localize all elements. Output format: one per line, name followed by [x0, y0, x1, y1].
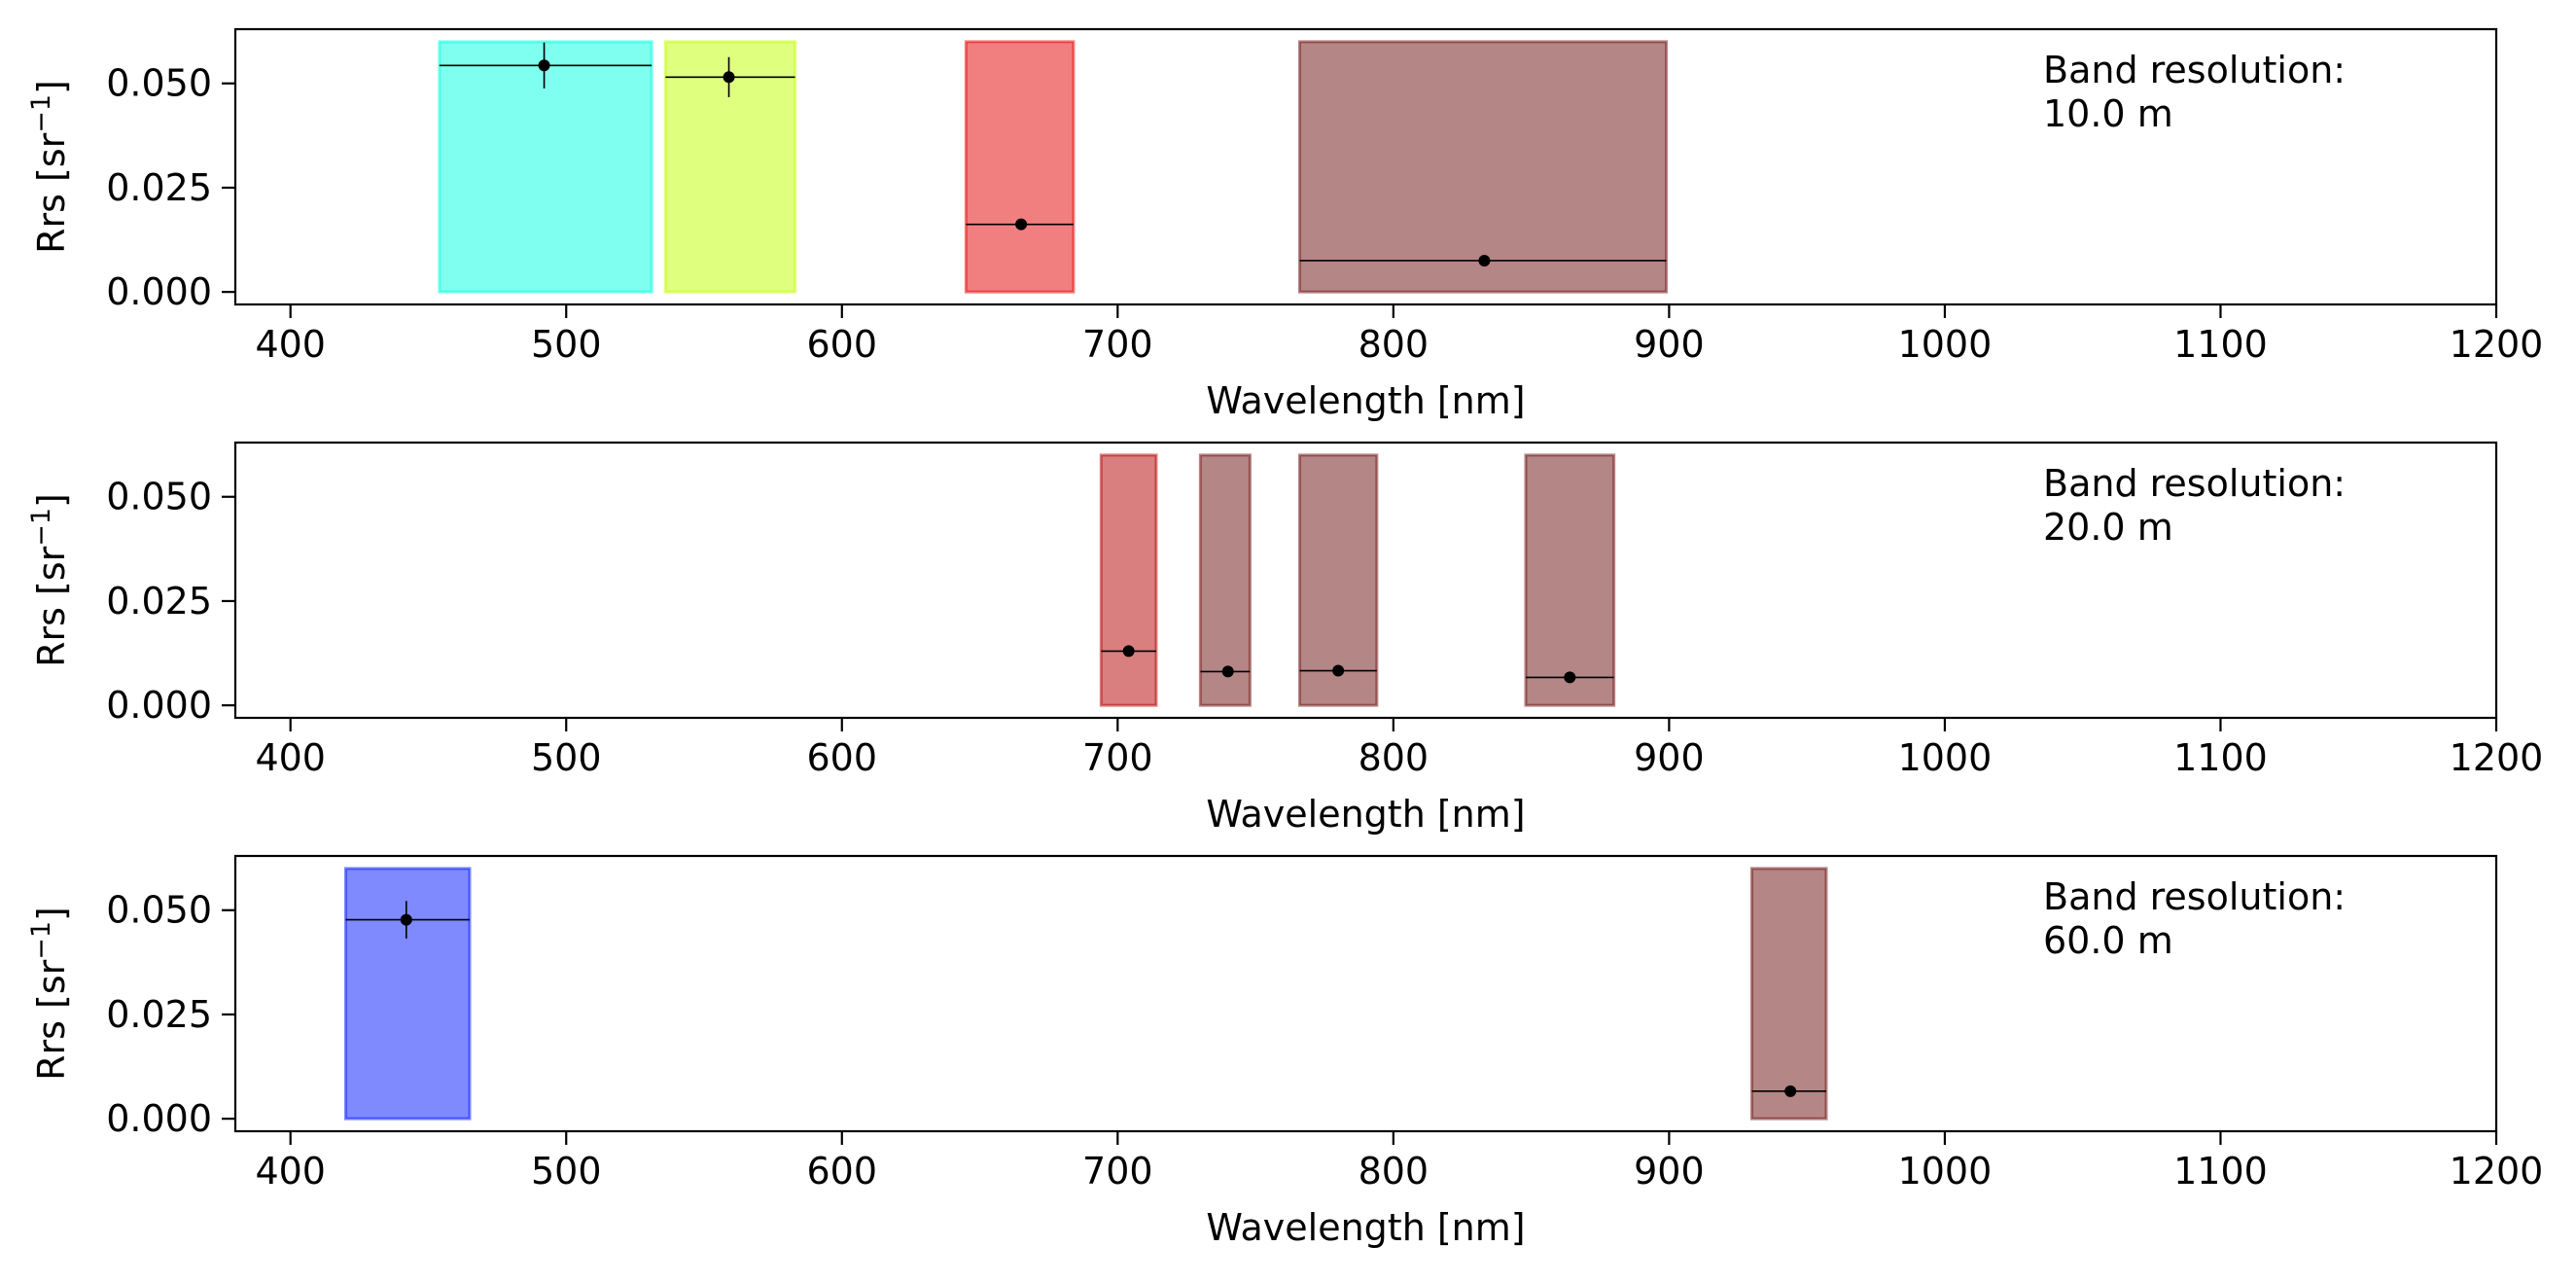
x-tick-label: 800	[1359, 323, 1429, 366]
subplot-20m: 400 500 600 700 800 900 1000 1100 1200 0.000 0.025…	[26, 441, 2544, 836]
x-tick-label: 1100	[2173, 1150, 2268, 1193]
y-axis-label: Rrs [sr−1]	[26, 907, 73, 1081]
x-tick-label: 1000	[1898, 736, 1993, 779]
band-resolution-annotation: 20.0 m	[2043, 506, 2173, 549]
axes-frame	[233, 854, 2498, 1133]
band-rect	[1297, 453, 1379, 707]
x-tick-label: 900	[1634, 323, 1705, 366]
y-tick-label: 0.050	[106, 889, 212, 932]
x-tick-label: 1200	[2450, 736, 2544, 779]
y-tick-label: 0.050	[106, 62, 212, 105]
data-point	[1564, 671, 1576, 684]
x-tick-label: 1200	[2450, 323, 2544, 366]
x-tick-label: 700	[1082, 736, 1153, 779]
y-tick-label: 0.000	[106, 684, 212, 727]
data-point	[1122, 645, 1135, 658]
x-tick-label: 1100	[2173, 736, 2268, 779]
x-tick-label: 500	[531, 1150, 602, 1193]
x-tick-label: 800	[1359, 1150, 1429, 1193]
band-rect	[1297, 40, 1669, 294]
x-axis-label: Wavelength [nm]	[1206, 1206, 1525, 1249]
x-tick-label: 400	[255, 323, 326, 366]
x-tick-label: 600	[807, 736, 878, 779]
data-point	[1784, 1085, 1797, 1097]
data-point	[1221, 665, 1234, 678]
x-axis-label: Wavelength [nm]	[1206, 793, 1525, 836]
data-point	[538, 59, 550, 72]
x-tick-label: 800	[1359, 736, 1429, 779]
y-tick-label: 0.050	[106, 476, 212, 518]
data-point	[1332, 664, 1345, 677]
x-tick-label: 1000	[1898, 1150, 1993, 1193]
axes-frame	[233, 27, 2498, 306]
band-resolution-annotation: Band resolution:	[2043, 875, 2346, 918]
band-resolution-annotation: 60.0 m	[2043, 919, 2173, 962]
x-tick-label: 500	[531, 323, 602, 366]
x-tick-label: 600	[807, 323, 878, 366]
band-resolution-annotation: 10.0 m	[2043, 92, 2173, 135]
y-axis-label: Rrs [sr−1]	[26, 80, 73, 254]
band-rect	[1749, 867, 1828, 1121]
y-tick-label: 0.000	[106, 1097, 212, 1140]
data-point	[723, 71, 735, 84]
band-resolution-annotation: Band resolution:	[2043, 462, 2346, 505]
x-tick-label: 700	[1082, 1150, 1153, 1193]
band-rect	[343, 867, 472, 1121]
y-tick-label: 0.025	[106, 993, 212, 1036]
band-resolution-annotation: Band resolution:	[2043, 49, 2346, 91]
x-tick-label: 1000	[1898, 323, 1993, 366]
x-tick-label: 1100	[2173, 323, 2268, 366]
x-tick-label: 400	[255, 1150, 326, 1193]
x-tick-label: 900	[1634, 1150, 1705, 1193]
y-tick-label: 0.025	[106, 166, 212, 209]
subplot-60m: 400 500 600 700 800 900 1000 1100 1200 0.000 0.025…	[26, 854, 2544, 1249]
band-rect	[1099, 453, 1158, 707]
band-rect	[438, 40, 653, 294]
x-tick-label: 600	[807, 1150, 878, 1193]
x-tick-label: 1200	[2450, 1150, 2544, 1193]
x-tick-label: 400	[255, 736, 326, 779]
subplot-10m: 400 500 600 700 800 900 1000 1100 1200 0.000 0.025…	[26, 27, 2544, 422]
data-point	[1015, 218, 1028, 231]
x-tick-label: 700	[1082, 323, 1153, 366]
band-rect	[964, 40, 1076, 294]
y-axis-label: Rrs [sr−1]	[26, 493, 73, 667]
band-rect	[1524, 453, 1616, 707]
data-point	[400, 913, 412, 926]
x-axis-label: Wavelength [nm]	[1206, 379, 1525, 422]
x-tick-label: 500	[531, 736, 602, 779]
y-tick-label: 0.000	[106, 270, 212, 313]
band-rect	[1198, 453, 1252, 707]
x-tick-label: 900	[1634, 736, 1705, 779]
data-point	[1478, 254, 1491, 267]
band-rect	[663, 40, 797, 294]
y-tick-label: 0.025	[106, 580, 212, 623]
axes-frame	[233, 441, 2498, 720]
